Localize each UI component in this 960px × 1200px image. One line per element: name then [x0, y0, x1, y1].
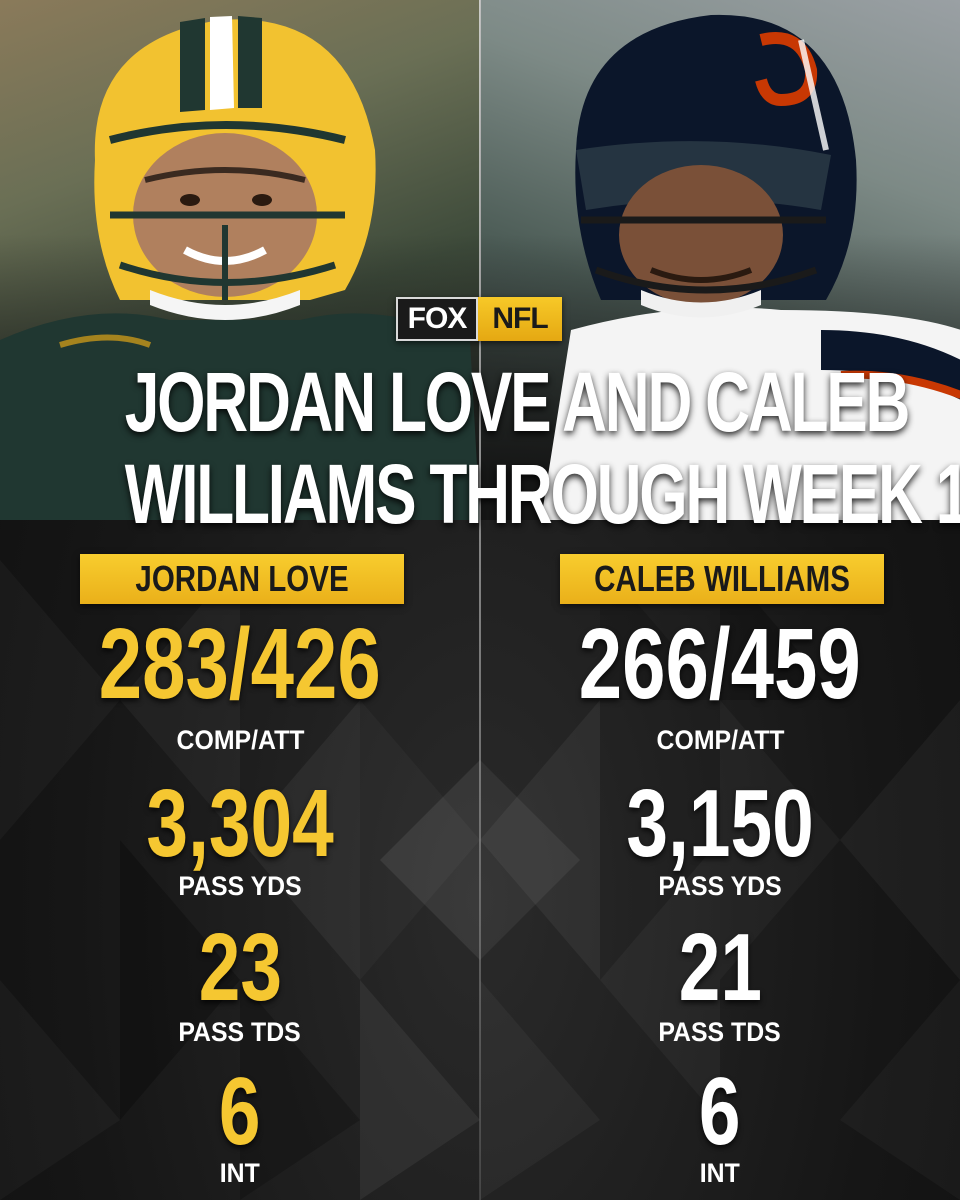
player-name: CALEB WILLIAMS — [594, 558, 850, 599]
pass-tds-label: PASS TDS — [480, 1017, 960, 1047]
logo-nfl-text: NFL — [478, 297, 562, 341]
headline-line-1: JORDAN LOVE AND CALEB — [124, 355, 911, 449]
int-label: INT — [0, 1158, 480, 1188]
pass-yds-value: 3,150 — [480, 776, 960, 872]
player-column-caleb-williams: CALEB WILLIAMS 266/459 COMP/ATT 3,150 PA… — [480, 550, 960, 1200]
pass-tds-value: 21 — [480, 920, 960, 1016]
packers-helmet-icon — [0, 16, 480, 520]
player-name-badge: CALEB WILLIAMS — [560, 554, 884, 604]
comp-att-value: 283/426 — [0, 614, 480, 714]
stat-value-text: 21 — [678, 914, 762, 1021]
stat-label-text: PASS YDS — [658, 871, 782, 901]
pass-yds-label: PASS YDS — [480, 871, 960, 901]
comp-att-value: 266/459 — [480, 614, 960, 714]
stat-value-text: 3,150 — [626, 770, 814, 877]
stat-label-text: INT — [699, 1158, 741, 1188]
pass-tds-value: 23 — [0, 920, 480, 1016]
player-name: JORDAN LOVE — [135, 558, 349, 599]
stat-value-text: 6 — [219, 1058, 261, 1165]
logo-fox-text: FOX — [396, 297, 478, 341]
center-divider — [479, 0, 481, 1200]
player-name-badge: JORDAN LOVE — [80, 554, 404, 604]
stat-value-text: 283/426 — [99, 608, 381, 720]
bears-helmet-icon — [541, 14, 960, 520]
comp-att-label: COMP/ATT — [0, 725, 480, 755]
comp-att-label: COMP/ATT — [480, 725, 960, 755]
pass-yds-label: PASS YDS — [0, 871, 480, 901]
int-value: 6 — [0, 1064, 480, 1160]
player-column-jordan-love: JORDAN LOVE 283/426 COMP/ATT 3,304 PASS … — [0, 550, 480, 1200]
fox-nfl-logo: FOX NFL — [396, 297, 562, 341]
stat-label-text: COMP/ATT — [176, 725, 304, 755]
stat-value-text: 23 — [198, 914, 282, 1021]
stat-label-text: PASS TDS — [658, 1017, 782, 1047]
stat-value-text: 6 — [699, 1058, 741, 1165]
pass-yds-value: 3,304 — [0, 776, 480, 872]
caleb-williams-photo — [481, 0, 960, 520]
int-value: 6 — [480, 1064, 960, 1160]
int-label: INT — [480, 1158, 960, 1188]
headline-line-2: WILLIAMS THROUGH WEEK 15 — [124, 447, 960, 541]
pass-tds-label: PASS TDS — [0, 1017, 480, 1047]
stat-value-text: 3,304 — [146, 770, 334, 877]
stat-label-text: PASS YDS — [178, 871, 302, 901]
stat-value-text: 266/459 — [579, 608, 861, 720]
stat-label-text: INT — [219, 1158, 261, 1188]
stat-label-text: COMP/ATT — [656, 725, 784, 755]
stat-label-text: PASS TDS — [178, 1017, 302, 1047]
jordan-love-photo — [0, 0, 480, 520]
